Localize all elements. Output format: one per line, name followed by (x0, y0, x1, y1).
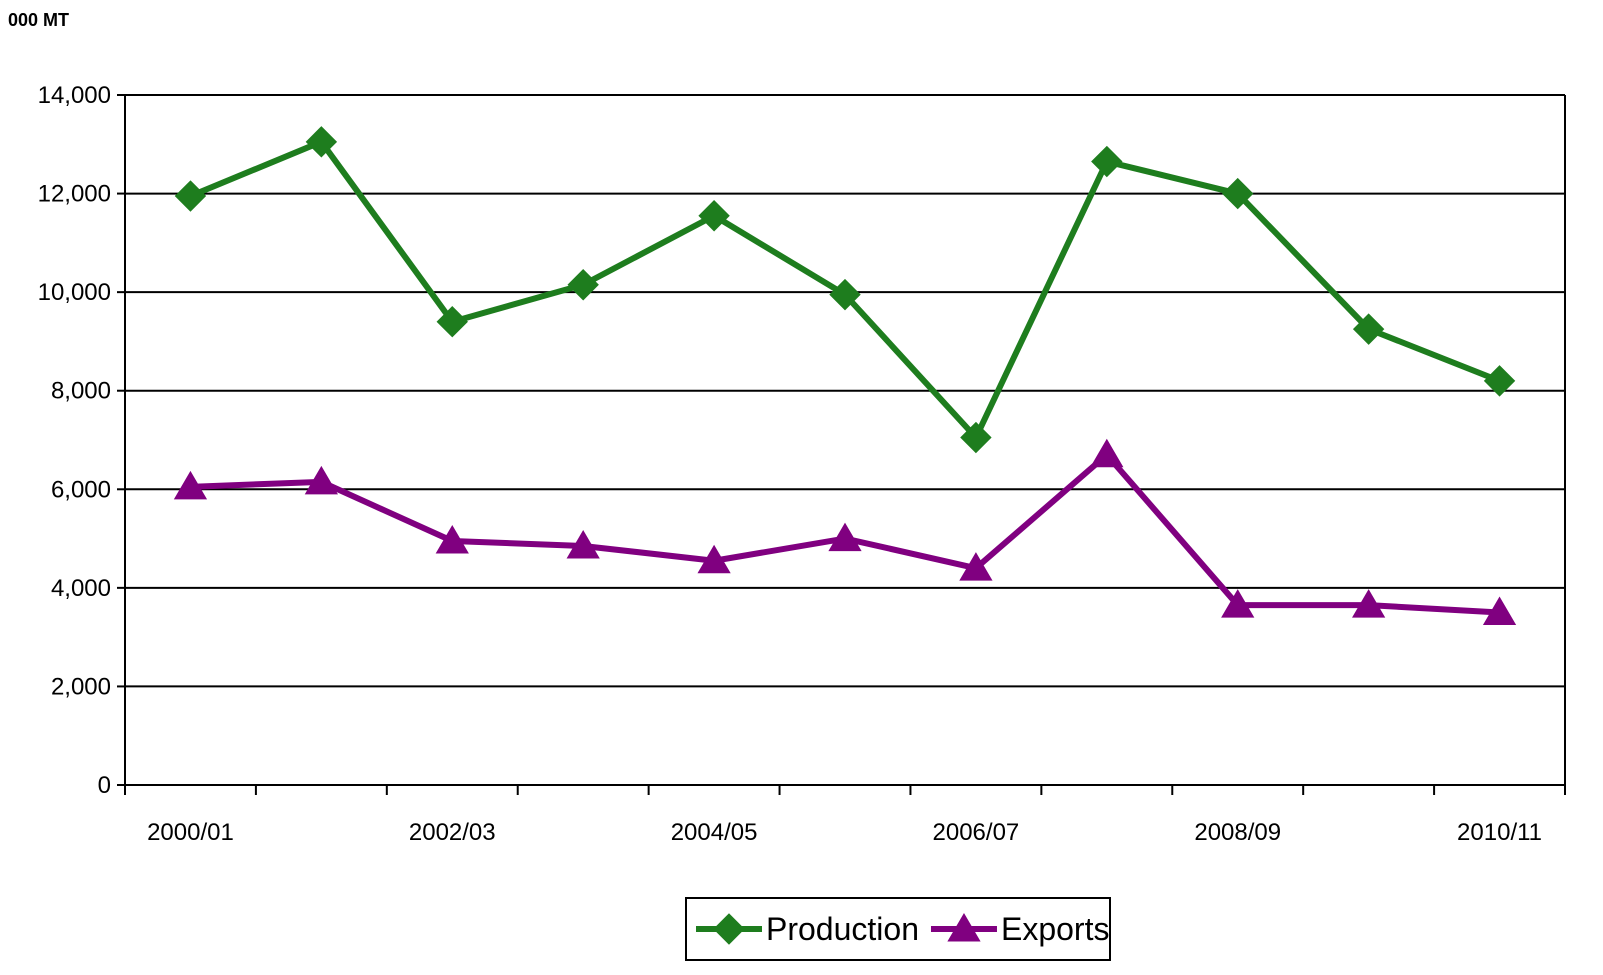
x-tick-label: 2000/01 (147, 819, 234, 846)
series-lines (173, 126, 1517, 625)
exports-point (1352, 589, 1386, 618)
production-point (174, 180, 207, 212)
production-point (698, 200, 730, 232)
x-tick-label: 2008/09 (1194, 819, 1281, 846)
legend-marker-production (713, 913, 745, 945)
production-point (436, 306, 468, 338)
y-tick-label: 12,000 (38, 181, 111, 208)
legend-label-exports: Exports (1001, 911, 1109, 947)
y-tick-label: 14,000 (38, 82, 111, 109)
y-axis-unit-label: 000 MT (8, 10, 70, 30)
y-tick-label: 6,000 (51, 476, 111, 503)
legend: Production Exports (685, 897, 1111, 961)
exports-point (1221, 589, 1255, 618)
legend-marker-exports (947, 913, 981, 942)
exports-point (959, 552, 993, 581)
production-point (1352, 313, 1385, 345)
production-point (305, 126, 338, 158)
x-tick-label: 2010/11 (1457, 819, 1542, 846)
x-tick-label: 2002/03 (409, 819, 496, 846)
x-tick-label: 2004/05 (671, 819, 758, 846)
gridlines (125, 94, 1565, 688)
exports-point (1090, 438, 1124, 468)
production-point (960, 421, 992, 454)
y-tick-label: 0 (98, 772, 111, 799)
production-point (567, 269, 599, 301)
exports-point (304, 465, 338, 495)
exports-point (828, 522, 862, 552)
production-point (1091, 145, 1123, 178)
axes: 0 2,000 4,000 6,000 8,000 10,000 12,000 14,000 2… (38, 82, 1566, 846)
production-point (1222, 177, 1254, 210)
legend-label-production: Production (766, 911, 919, 947)
exports-point (566, 529, 600, 559)
y-tick-label: 8,000 (51, 378, 111, 405)
production-point (1483, 365, 1516, 397)
exports-point (697, 544, 731, 574)
x-tick-label: 2006/07 (933, 819, 1020, 846)
y-tick-label: 4,000 (51, 575, 111, 602)
exports-point (1482, 596, 1517, 625)
production-point (829, 278, 861, 311)
exports-point (173, 470, 208, 500)
y-tick-label: 10,000 (38, 279, 111, 306)
exports-point (435, 525, 469, 554)
y-tick-label: 2,000 (51, 673, 111, 700)
